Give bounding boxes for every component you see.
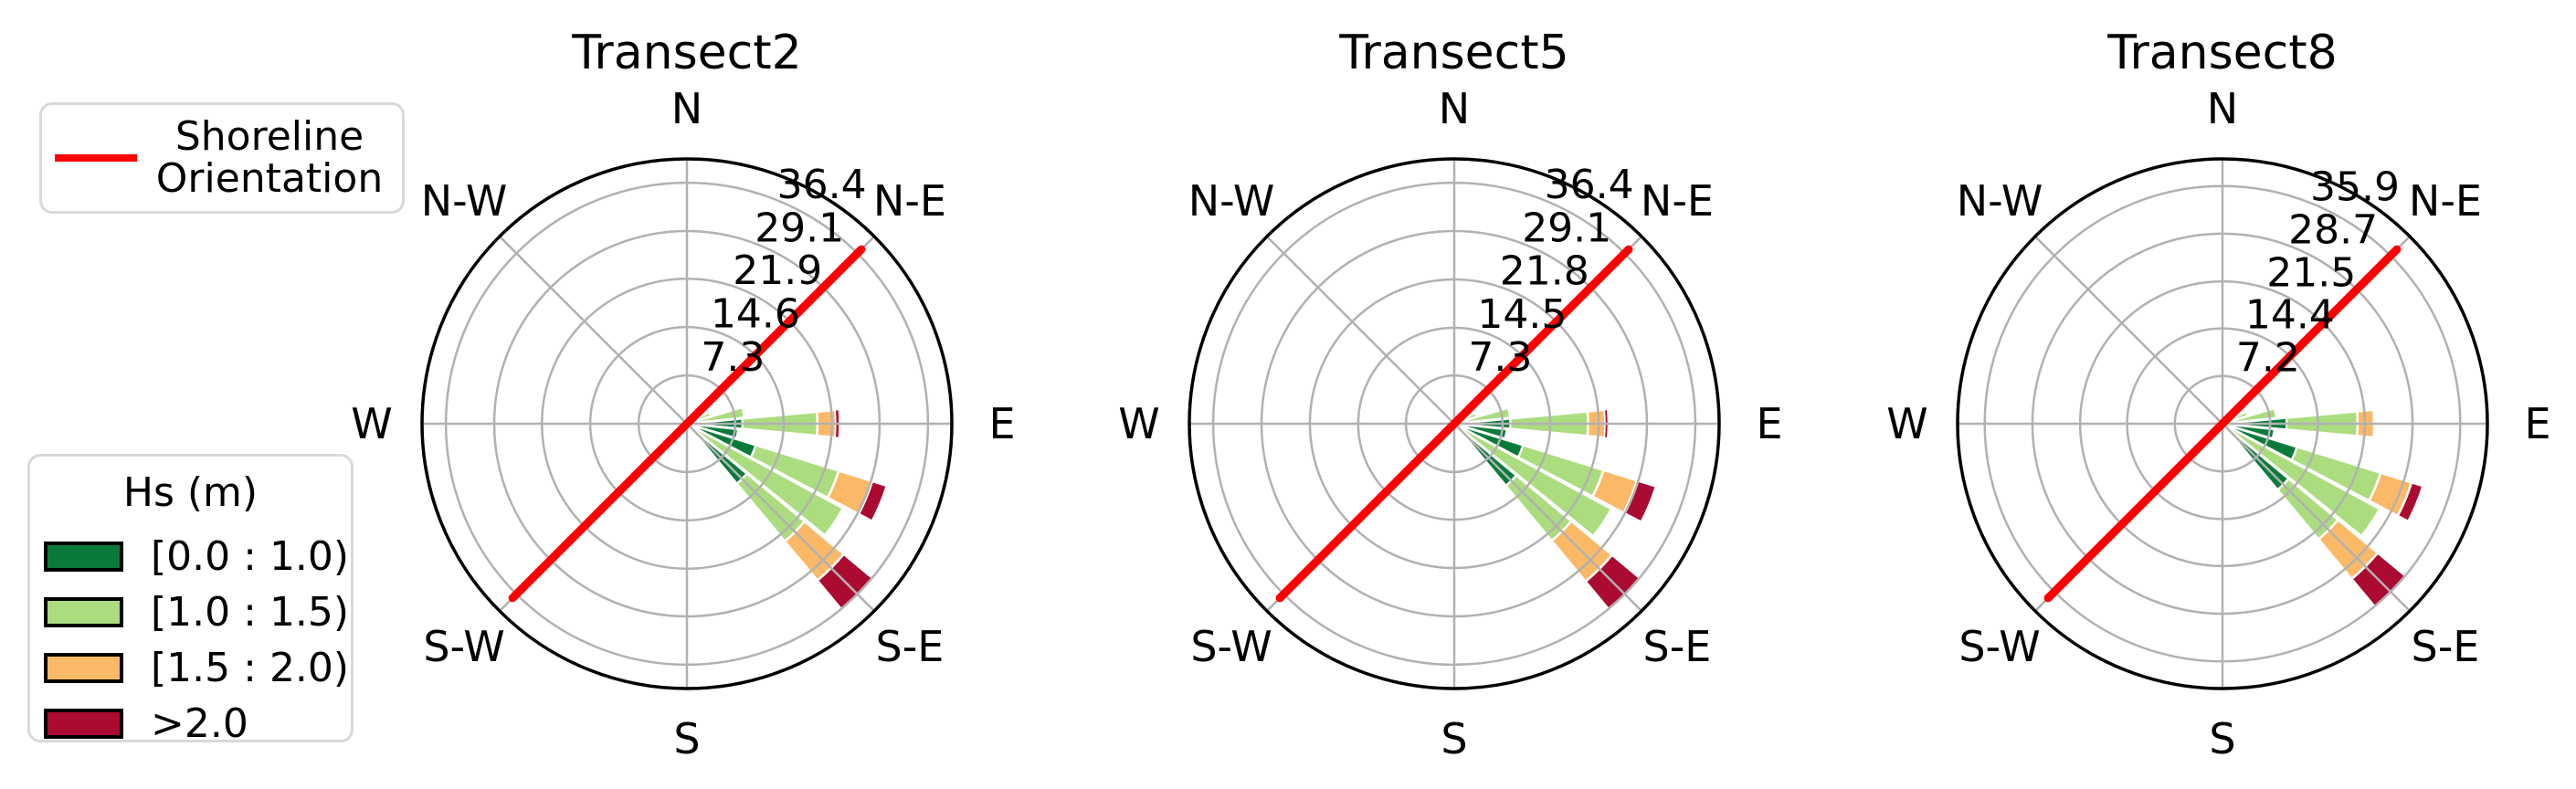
legend-shoreline-line1: Shoreline: [174, 113, 364, 160]
compass-label: S-E: [2412, 622, 2480, 671]
rose-transect5: 7.314.521.829.136.4 N N-E E S-E S S-W W N-W Trans…: [1118, 26, 1782, 763]
compass-label: N-W: [421, 176, 508, 226]
grid-spoke: [1266, 236, 1455, 425]
compass-label: S: [673, 714, 700, 763]
hs-bin1-label: [0.0 : 1.0): [151, 533, 350, 580]
compass-label: E: [988, 399, 1015, 448]
grid-ring: [1983, 184, 2462, 663]
compass-label: N-W: [1957, 176, 2043, 226]
compass-label: N-E: [1641, 176, 1714, 226]
hs-bin3-label: [1.5 : 2.0): [151, 645, 350, 691]
petal-segment: [1621, 479, 1658, 524]
legend-hs: Hs (m) [0.0 : 1.0) [1.0 : 1.5) [1.5 : 2.…: [27, 454, 354, 747]
outer-circle: [1188, 157, 1721, 690]
grid-ring: [2126, 327, 2319, 521]
compass-label: S-W: [1958, 622, 2040, 671]
radial-tick-label: 14.4: [2245, 292, 2335, 339]
legend-hs-row: [1.0 : 1.5): [30, 584, 351, 640]
compass-label: E: [2524, 399, 2550, 448]
legend-shoreline-line2: Orientation: [155, 155, 384, 202]
shoreline-line: [2043, 245, 2402, 603]
radial-tick-label: 28.7: [2288, 206, 2378, 253]
radial-tick-label: 21.5: [2266, 249, 2356, 296]
grid-ring: [2173, 374, 2272, 473]
grid-ring: [2031, 232, 2414, 615]
grid-spoke: [686, 423, 875, 612]
compass-label: N: [1439, 84, 1470, 133]
grid-ring: [492, 229, 882, 618]
compass-label: W: [1118, 399, 1159, 448]
compass-label: N: [2207, 84, 2238, 133]
outer-circle: [420, 157, 954, 690]
legend-hs-title: Hs (m): [122, 469, 259, 516]
hs-bin2-swatch: [44, 597, 123, 627]
shoreline-line: [1275, 245, 1633, 603]
compass-label: S: [1441, 714, 1467, 763]
grid-spoke: [1453, 423, 1642, 612]
grid-spoke: [2222, 423, 2411, 612]
chart-title: Transect2: [571, 26, 801, 80]
radial-tick-label: 29.1: [1522, 205, 1611, 251]
rose-transect8: 7.214.421.528.735.9 N N-E E S-E S S-W W N-W Trans…: [1886, 26, 2550, 763]
compass-label: W: [1886, 399, 1927, 448]
radial-tick-label: 35.9: [2310, 163, 2400, 210]
hs-bin4-label: >2.0: [151, 700, 248, 747]
radial-tick-label: 29.1: [755, 205, 844, 251]
legend-hs-row: [1.5 : 2.0): [30, 640, 351, 696]
hs-bin3-swatch: [44, 653, 123, 683]
compass-label: S-W: [1190, 622, 1272, 671]
compass-label: N-E: [873, 176, 946, 226]
compass-label: E: [1756, 399, 1782, 448]
shoreline-line-swatch: [55, 154, 137, 162]
radial-tick-label: 21.9: [733, 247, 822, 294]
legend-hs-row: [0.0 : 1.0): [30, 529, 351, 584]
radial-tick-label: 7.2: [2236, 335, 2300, 382]
grid-ring: [540, 277, 834, 571]
compass-label: N-E: [2409, 176, 2482, 226]
radial-tick-label: 21.8: [1500, 248, 1589, 295]
legend-shoreline-row: Shoreline Orientation: [42, 105, 402, 211]
compass-label: S: [2209, 714, 2235, 763]
rose-transect2: 7.314.621.929.136.4 N N-E E S-E S S-W W N-W Trans…: [351, 26, 1015, 763]
grid-ring: [2078, 279, 2367, 568]
shoreline-line: [508, 245, 866, 603]
radial-tick-label: 14.6: [711, 291, 800, 338]
grid-ring: [588, 325, 786, 522]
compass-label: S-E: [876, 622, 945, 671]
grid-ring: [1308, 278, 1600, 570]
grid-ring: [1211, 181, 1697, 667]
radial-tick-label: 7.3: [1468, 334, 1532, 381]
compass-label: N: [671, 84, 702, 133]
grid-ring: [1357, 326, 1552, 521]
compass-label: N-W: [1188, 176, 1275, 226]
petal-segment: [857, 479, 889, 523]
hs-bin4-swatch: [44, 709, 123, 739]
grid-ring: [637, 373, 737, 474]
radial-tick-label: 36.4: [777, 162, 867, 208]
compass-label: W: [351, 399, 392, 448]
legend-hs-row: >2.0: [30, 696, 351, 752]
grid-ring: [1404, 373, 1504, 474]
legend-shoreline: Shoreline Orientation: [39, 102, 405, 214]
hs-bin1-swatch: [44, 542, 123, 572]
radial-tick-label: 14.5: [1477, 291, 1567, 338]
compass-label: S-E: [1643, 622, 1712, 671]
hs-bin2-label: [1.0 : 1.5): [151, 589, 350, 636]
outer-circle: [1956, 157, 2489, 690]
radial-tick-label: 36.4: [1545, 162, 1634, 208]
compass-label: S-W: [423, 622, 504, 671]
grid-spoke: [2034, 236, 2223, 425]
grid-ring: [444, 181, 930, 667]
radial-tick-label: 7.3: [701, 334, 765, 381]
petal-segment: [2396, 480, 2425, 523]
grid-spoke: [499, 236, 688, 425]
chart-title: Transect8: [2106, 26, 2337, 80]
chart-title: Transect5: [1338, 26, 1568, 80]
legend-shoreline-label: Shoreline Orientation: [137, 116, 402, 200]
grid-ring: [1260, 229, 1649, 618]
